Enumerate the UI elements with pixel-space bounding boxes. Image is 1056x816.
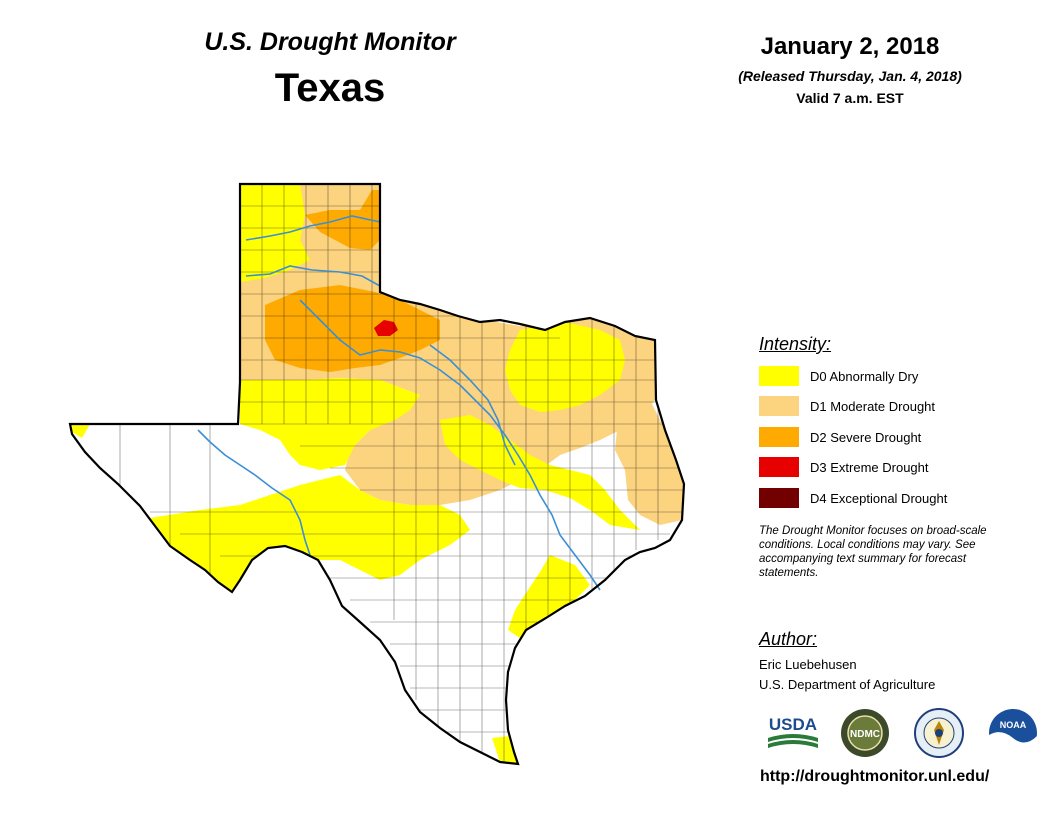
d0-east xyxy=(505,322,625,412)
disclaimer-note: The Drought Monitor focuses on broad-sca… xyxy=(759,525,987,579)
legend-label-d4: D4 Exceptional Drought xyxy=(810,490,948,506)
legend-label-d3: D3 Extreme Drought xyxy=(810,459,929,475)
release-date: (Released Thursday, Jan. 4, 2018) xyxy=(738,68,962,84)
county-lines xyxy=(119,184,684,764)
map-date: January 2, 2018 xyxy=(760,33,940,60)
legend-item-d4: D4 Exceptional Drought xyxy=(759,488,947,508)
d0-panhandle-mid xyxy=(240,240,310,282)
d0-el-paso-tip xyxy=(70,424,90,438)
canadian-river xyxy=(245,215,381,241)
legend-swatch-d2 xyxy=(759,427,799,447)
legend-swatch-d1 xyxy=(759,396,799,416)
rivers xyxy=(197,215,601,591)
drought-areas xyxy=(70,184,684,764)
ndmc-logo[interactable]: NDMC xyxy=(840,708,890,758)
map-title: U.S. Drought Monitor xyxy=(204,28,456,56)
legend-label-d2: D2 Severe Drought xyxy=(810,429,922,445)
d2-rolling-plains xyxy=(265,285,440,372)
red-river-prairie-dog xyxy=(245,265,381,287)
legend-swatch-d0 xyxy=(759,366,799,386)
legend-item-d3: D3 Extreme Drought xyxy=(759,457,929,477)
d0-central xyxy=(440,415,640,530)
d2-panhandle-north xyxy=(305,190,380,250)
noaa-logo[interactable]: NOAA xyxy=(988,708,1038,758)
legend-item-d2: D2 Severe Drought xyxy=(759,427,921,447)
d0-panhandle-northwest xyxy=(240,184,305,255)
legend-item-d1: D1 Moderate Drought xyxy=(759,396,935,416)
usda-logo[interactable]: USDA xyxy=(766,712,820,752)
valid-time: Valid 7 a.m. EST xyxy=(796,90,904,106)
d0-coastal-bend xyxy=(508,555,590,638)
region-title: Texas xyxy=(274,66,386,110)
svg-text:USDA: USDA xyxy=(769,715,817,734)
svg-text:NOAA: NOAA xyxy=(1000,720,1027,730)
legend-item-d0: D0 Abnormally Dry xyxy=(759,366,918,386)
d0-trans-pecos xyxy=(150,475,470,592)
colorado-trinity xyxy=(429,344,516,466)
author-name: Eric Luebehusen xyxy=(759,657,857,672)
brazos-river xyxy=(299,299,601,591)
rio-grande xyxy=(197,429,311,556)
svg-text:NDMC: NDMC xyxy=(850,729,880,740)
d1-panhandle xyxy=(240,184,655,505)
d1-east xyxy=(615,400,684,525)
commerce-seal-icon[interactable] xyxy=(914,708,964,758)
legend-label-d1: D1 Moderate Drought xyxy=(810,398,936,414)
legend-label-d0: D0 Abnormally Dry xyxy=(810,368,919,384)
legend-swatch-d4 xyxy=(759,488,799,508)
website-link[interactable]: http://droughtmonitor.unl.edu/ xyxy=(760,768,990,785)
legend-swatch-d3 xyxy=(759,457,799,477)
author-heading: Author: xyxy=(759,629,818,649)
author-org: U.S. Department of Agriculture xyxy=(759,677,936,692)
d3-patch xyxy=(374,320,398,336)
texas-drought-map xyxy=(68,182,686,766)
legend-heading: Intensity: xyxy=(759,334,832,354)
